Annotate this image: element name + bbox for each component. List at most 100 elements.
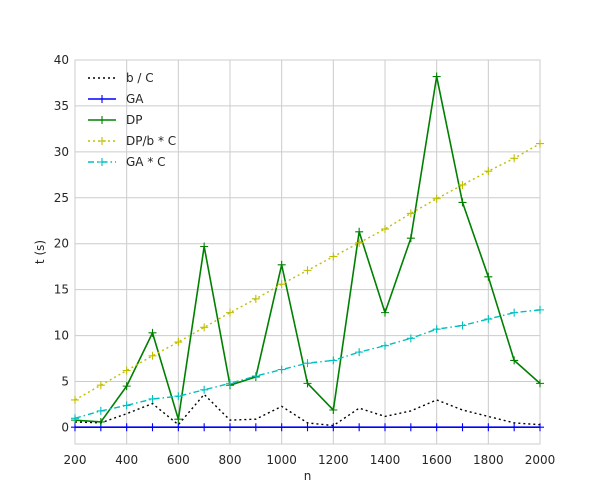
series-dp-b-c [71, 139, 544, 404]
x-tick-label: 2000 [525, 453, 556, 467]
series-ga [71, 423, 544, 432]
data-point [510, 356, 519, 365]
data-point [174, 392, 183, 401]
legend: b / C GA DP DP/b * C GA * C [88, 71, 176, 169]
data-point [96, 406, 105, 415]
y-axis: 0 5 10 15 20 25 30 35 40 [54, 53, 69, 434]
data-point [458, 180, 467, 189]
y-tick-label: 35 [54, 99, 69, 113]
data-point [381, 308, 389, 317]
data-point [432, 325, 441, 334]
x-tick-label: 1600 [421, 453, 452, 467]
y-tick-label: 15 [54, 283, 69, 297]
x-tick-label: 1800 [473, 453, 504, 467]
data-point [458, 423, 467, 432]
y-tick-label: 5 [61, 375, 69, 389]
data-point [329, 406, 338, 415]
data-point [381, 341, 389, 350]
data-point [484, 315, 493, 324]
data-point [432, 194, 441, 203]
data-point [200, 385, 209, 394]
series-b-c [74, 393, 541, 427]
data-point [406, 234, 415, 243]
y-tick-label: 10 [54, 329, 69, 343]
data-point [277, 423, 286, 432]
data-point [510, 308, 519, 317]
data-point [226, 423, 234, 432]
y-tick-label: 40 [54, 53, 69, 67]
data-point [122, 366, 131, 375]
data-point [303, 423, 312, 432]
data-point [200, 323, 209, 332]
data-point [200, 423, 209, 432]
legend-item-dp-b-c: DP/b * C [88, 134, 176, 148]
data-point [174, 338, 183, 347]
data-point [277, 280, 286, 289]
data-point [510, 423, 519, 432]
data-point [381, 423, 389, 432]
data-point [432, 423, 441, 432]
y-tick-label: 20 [54, 237, 69, 251]
legend-item-dp: DP [88, 113, 142, 127]
legend-label: b / C [126, 71, 154, 85]
data-point [484, 423, 493, 432]
data-point [458, 198, 467, 207]
x-tick-label: 600 [167, 453, 190, 467]
data-point [251, 372, 260, 381]
x-tick-label: 400 [115, 453, 138, 467]
data-point [329, 252, 338, 261]
y-axis-label: t (s) [33, 240, 47, 264]
x-axis: 200 400 600 800 1000 1200 1400 1600 1800 2000 [64, 453, 556, 467]
legend-item-ga-c: GA * C [88, 155, 166, 169]
data-point [355, 238, 364, 247]
data-point [355, 227, 364, 236]
legend-marker [98, 158, 106, 166]
data-point [148, 423, 157, 432]
data-point [484, 272, 493, 281]
legend-label: GA [126, 92, 144, 106]
data-point [303, 359, 312, 368]
legend-marker [98, 116, 106, 124]
legend-item-b-c: b / C [88, 71, 154, 85]
data-point [484, 167, 493, 176]
data-point [406, 334, 415, 343]
y-tick-label: 25 [54, 191, 69, 205]
data-point [71, 423, 79, 432]
data-point [174, 423, 183, 432]
y-tick-label: 0 [61, 420, 69, 434]
data-point [226, 308, 234, 317]
x-tick-label: 1200 [318, 453, 349, 467]
data-point [536, 139, 544, 148]
data-point [148, 394, 157, 403]
data-point [458, 321, 467, 330]
data-point [96, 417, 105, 426]
x-tick-label: 800 [219, 453, 242, 467]
data-point [355, 348, 364, 357]
data-point [122, 423, 131, 432]
data-point [329, 356, 338, 365]
data-point [355, 423, 364, 432]
data-point [148, 351, 157, 360]
data-point [277, 365, 286, 374]
legend-label: DP/b * C [126, 134, 176, 148]
x-tick-label: 1000 [266, 453, 297, 467]
x-tick-label: 200 [64, 453, 87, 467]
plot-frame [74, 59, 541, 445]
data-point [303, 266, 312, 275]
series-line [74, 393, 541, 427]
data-point [96, 381, 105, 390]
legend-marker [98, 95, 106, 103]
data-point [536, 379, 544, 388]
data-point [536, 423, 544, 432]
data-point [406, 423, 415, 432]
data-point [174, 415, 183, 424]
legend-label: DP [126, 113, 142, 127]
data-point [381, 225, 389, 234]
x-axis-label: n [304, 469, 312, 483]
data-point [536, 305, 544, 314]
data-point [148, 328, 157, 337]
data-point [226, 379, 234, 388]
data-point [71, 395, 79, 404]
data-point [510, 154, 519, 163]
series-ga-c [71, 305, 544, 423]
